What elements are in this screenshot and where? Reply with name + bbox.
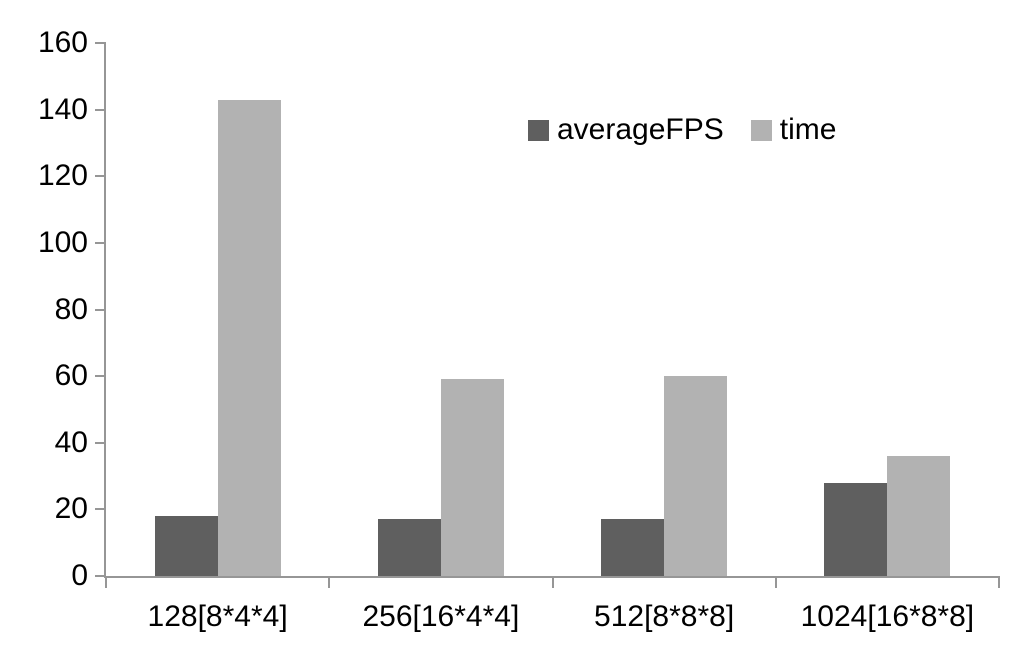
bar-group-128[8*4*4] — [106, 43, 329, 576]
legend-label-averagefps: averageFPS — [557, 113, 724, 146]
x-tick — [105, 576, 107, 588]
x-tick — [328, 576, 331, 588]
y-tick — [95, 575, 106, 577]
y-tick-label: 40 — [54, 425, 88, 459]
x-axis-category-label: 512[8*8*8] — [594, 600, 735, 633]
y-tick — [95, 441, 106, 444]
time-swatch-icon — [750, 119, 772, 141]
y-tick — [95, 175, 106, 178]
y-tick — [95, 308, 106, 311]
legend-label-time: time — [779, 113, 837, 146]
y-tick — [95, 108, 106, 111]
time-bar — [664, 376, 728, 576]
bar-group-256[16*4*4] — [329, 43, 552, 576]
y-tick-label: 140 — [37, 92, 88, 126]
averageFPS-bar — [377, 519, 441, 576]
x-axis-category-label: 256[16*4*4] — [362, 600, 520, 633]
legend: averageFPS time — [528, 115, 836, 145]
time-bar — [217, 99, 281, 576]
x-tick — [774, 576, 777, 588]
y-tick-label: 80 — [54, 292, 88, 326]
y-tick-label: 100 — [37, 225, 88, 259]
y-tick-label: 160 — [37, 26, 88, 59]
y-tick-label: 0 — [71, 559, 88, 592]
time-bar — [440, 379, 504, 576]
y-tick — [95, 42, 106, 44]
legend-item-time: time — [750, 113, 837, 146]
x-axis-category-label: 128[8*4*4] — [147, 600, 288, 633]
y-tick — [95, 375, 106, 378]
bar-group-512[8*8*8] — [553, 43, 776, 576]
y-tick-label: 60 — [54, 359, 88, 393]
averagefps-swatch-icon — [528, 119, 549, 141]
y-tick-label: 20 — [54, 492, 88, 526]
y-tick — [95, 241, 106, 244]
x-tick — [998, 576, 1000, 588]
time-bar — [887, 456, 951, 576]
bar-group-1024[16*8*8] — [776, 43, 999, 576]
averageFPS-bar — [601, 519, 665, 576]
averageFPS-bar — [824, 482, 888, 576]
averageFPS-bar — [154, 516, 218, 576]
x-tick — [551, 576, 554, 588]
y-tick — [95, 508, 106, 511]
legend-item-averagefps: averageFPS — [528, 115, 724, 145]
x-axis-category-label: 1024[16*8*8] — [800, 600, 975, 633]
y-tick-label: 120 — [37, 159, 88, 193]
